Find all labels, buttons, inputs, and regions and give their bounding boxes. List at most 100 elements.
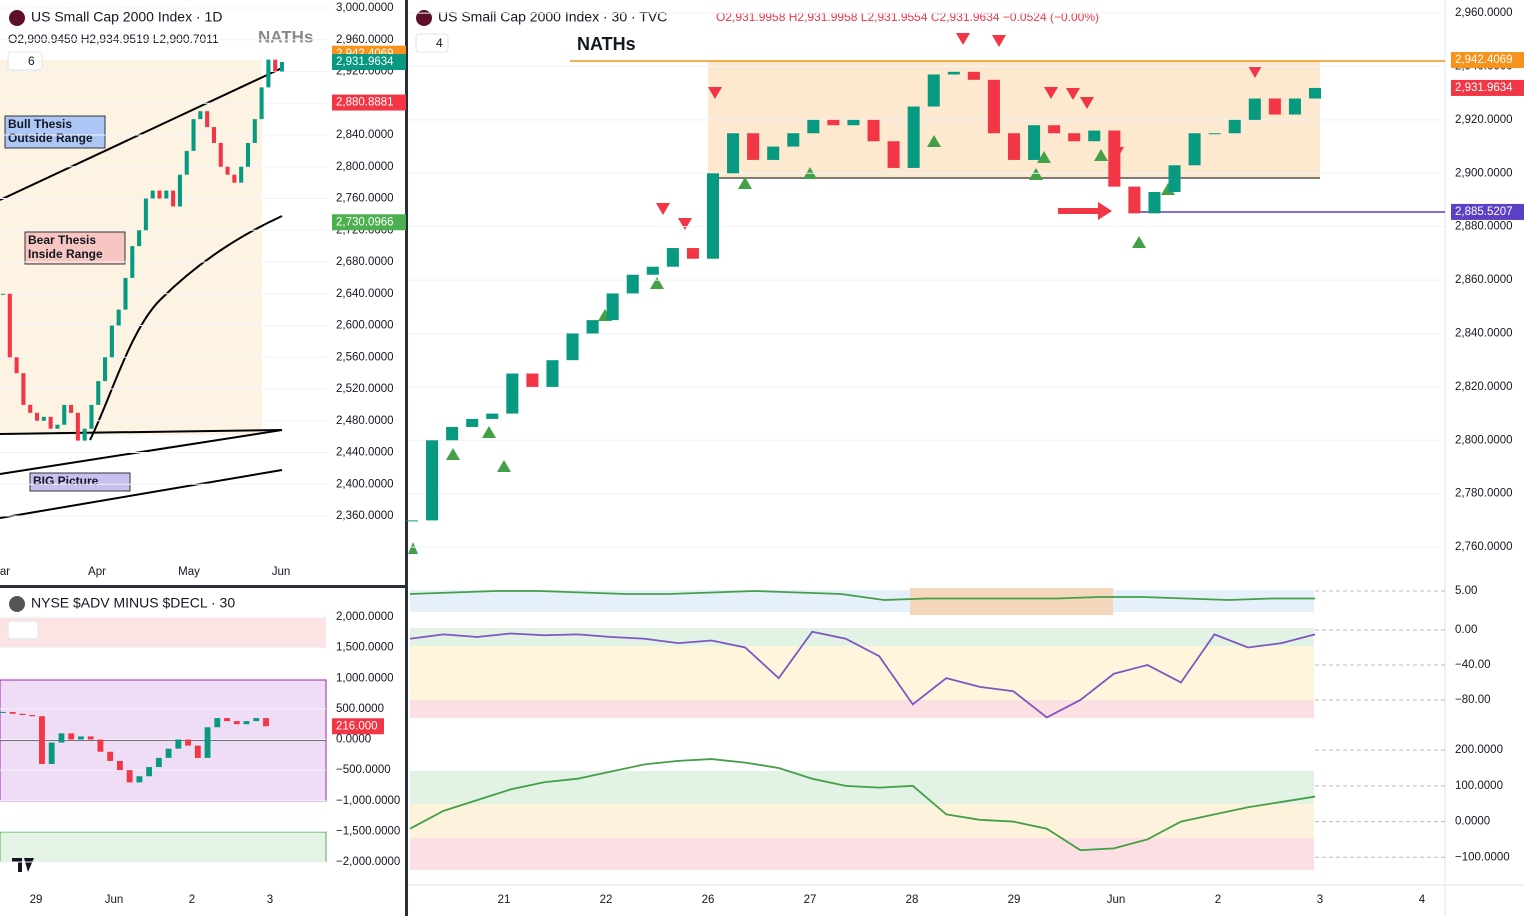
y-tick-label: 3,000.0000 <box>336 2 394 14</box>
divider <box>0 585 405 588</box>
price-label-bg <box>1451 52 1524 69</box>
candle <box>9 711 16 714</box>
x-tick-label: 3 <box>267 894 273 906</box>
y-tick-label: 0.0000 <box>336 734 371 746</box>
price-label: 2,885.5207 <box>1455 206 1513 218</box>
indicator-line <box>409 630 1316 719</box>
trendline <box>0 429 283 435</box>
candle <box>266 59 271 88</box>
annotation: Bear Thesis <box>28 233 96 247</box>
candle <box>225 166 230 175</box>
y-tick-label: 200.0000 <box>1455 744 1503 756</box>
candle <box>78 736 84 740</box>
candle <box>252 119 257 143</box>
candle <box>224 718 230 722</box>
divider <box>405 0 408 916</box>
y-tick-label: 2,800.0000 <box>336 161 394 173</box>
candle <box>566 333 579 361</box>
y-tick-label: 2,760.0000 <box>336 193 394 205</box>
y-tick-label: 2,820.0000 <box>1455 381 1513 393</box>
candle <box>136 776 143 783</box>
x-tick-label: 4 <box>1419 894 1426 906</box>
candle <box>89 404 94 429</box>
y-tick-label: −80.00 <box>1455 694 1491 706</box>
price-label: 216.000 <box>336 720 378 732</box>
y-tick-label: 2,680.0000 <box>336 256 394 268</box>
candle <box>245 142 251 167</box>
signal-markers <box>656 33 1262 230</box>
annotation: Outside Range <box>8 131 93 145</box>
symbol-icon <box>416 10 432 26</box>
y-tick-label: 2,760.0000 <box>1455 541 1513 553</box>
candle <box>185 739 191 746</box>
collapse-button[interactable] <box>7 620 39 640</box>
candle <box>0 293 6 295</box>
candle <box>82 428 87 441</box>
x-tick-label: ar <box>0 566 10 578</box>
indicator-line <box>409 590 1315 601</box>
moving-average <box>89 215 283 441</box>
candle <box>1088 130 1101 142</box>
x-tick-label: 22 <box>600 894 613 906</box>
candle <box>164 190 169 199</box>
candle <box>34 412 40 421</box>
candle <box>191 119 196 151</box>
candle <box>787 133 800 147</box>
y-tick-label: 0.00 <box>1455 624 1477 636</box>
candle <box>405 520 419 522</box>
price-label-bg <box>332 214 406 231</box>
candle <box>1068 133 1081 142</box>
candle <box>1128 186 1141 214</box>
y-tick-label: 2,840.0000 <box>1455 328 1513 340</box>
price-label-bg <box>332 54 406 71</box>
candle <box>1007 133 1021 160</box>
zone <box>410 804 1314 838</box>
candle <box>646 266 659 275</box>
zone <box>410 590 1314 612</box>
y-tick-label: 2,920.0000 <box>1455 114 1513 126</box>
candle <box>218 142 223 167</box>
candle <box>887 141 900 168</box>
y-tick-label: 2,860.0000 <box>1455 274 1513 286</box>
candle <box>426 440 439 521</box>
candle <box>198 111 203 120</box>
zone <box>910 588 1113 615</box>
x-tick-label: 26 <box>702 894 715 906</box>
candle <box>706 173 720 259</box>
candle <box>807 119 820 134</box>
candle <box>239 166 244 183</box>
candle <box>143 198 148 231</box>
candle <box>157 190 162 199</box>
y-tick-label: −1,500.0000 <box>336 825 400 837</box>
candle <box>175 739 182 749</box>
y-tick-label: 2,400.0000 <box>336 478 394 490</box>
candle <box>253 718 260 722</box>
candle <box>116 760 123 771</box>
interval-button[interactable] <box>7 51 43 71</box>
candle <box>243 721 250 725</box>
candle <box>466 418 479 427</box>
arrow <box>1058 202 1112 220</box>
candle <box>29 714 36 717</box>
candle <box>967 71 980 80</box>
candle <box>39 716 45 764</box>
x-tick-label: 29 <box>1008 894 1021 906</box>
candle <box>75 412 80 441</box>
candle <box>41 416 46 421</box>
candle <box>19 713 26 715</box>
interval-button[interactable] <box>415 33 449 53</box>
price-label-bg <box>1451 203 1524 220</box>
x-tick-label: 2 <box>1215 894 1221 906</box>
candle <box>1148 191 1161 214</box>
candle <box>1308 87 1322 99</box>
candle <box>263 718 269 727</box>
price-label: 2,942.4069 <box>1455 54 1513 66</box>
candle <box>506 373 519 414</box>
candle <box>205 111 210 128</box>
ohlc: O2,900.9450 H2,934.9519 L2,900.7011 <box>8 32 219 46</box>
candle <box>48 742 55 764</box>
candle <box>847 119 860 126</box>
signal-markers <box>408 135 1175 554</box>
ohlc: O2,931.9958 H2,931.9958 L2,931.9554 C2,9… <box>716 10 1099 24</box>
x-tick-label: 29 <box>30 894 43 906</box>
